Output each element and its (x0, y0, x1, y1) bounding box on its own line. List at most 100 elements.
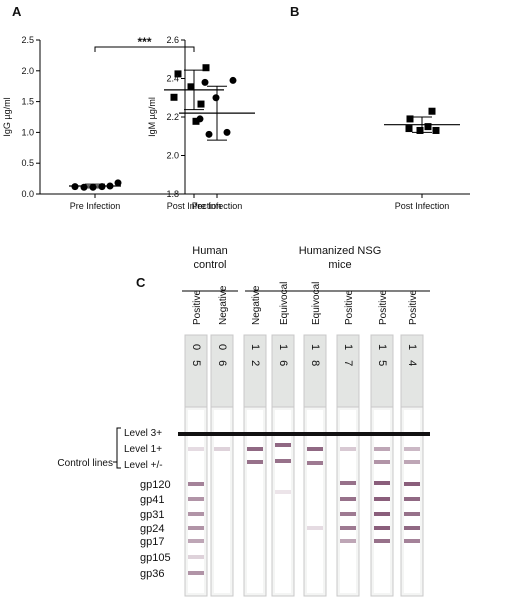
band (340, 497, 356, 501)
band (307, 526, 323, 530)
data-point (106, 182, 114, 190)
y-tick-label: 2.5 (21, 35, 34, 45)
y-tick-label: 1.0 (21, 127, 34, 137)
band (307, 461, 323, 465)
y-tick-label: 1.8 (166, 189, 179, 199)
y-axis-label: IgG µg/ml (2, 97, 12, 136)
lane-label: Equivocal (311, 282, 322, 325)
band (188, 497, 204, 501)
strip-pad (188, 410, 204, 593)
data-point (428, 107, 436, 115)
data-point (80, 183, 88, 191)
strip-pad (307, 410, 323, 593)
band (340, 447, 356, 451)
data-point (405, 125, 413, 133)
band (404, 539, 420, 543)
panel-label: C (136, 275, 146, 290)
x-tick-label: Pre Infection (192, 201, 243, 211)
strip-pad (404, 410, 420, 593)
strip-pad (214, 410, 230, 593)
y-tick-label: 2.4 (166, 74, 179, 84)
band-label: gp120 (140, 479, 171, 491)
band-label: gp41 (140, 494, 164, 506)
data-point (192, 117, 200, 125)
band (374, 447, 390, 451)
band (188, 526, 204, 530)
data-point (201, 78, 209, 86)
band (374, 481, 390, 485)
data-point (424, 123, 432, 131)
band (374, 539, 390, 543)
y-tick-label: 2.0 (166, 151, 179, 161)
band (404, 512, 420, 516)
x-tick-label: Post Infection (167, 201, 222, 211)
band (340, 512, 356, 516)
lane-label: Negative (218, 285, 229, 325)
data-point (432, 126, 440, 134)
lane-label: Positive (344, 290, 355, 325)
lane-label: Positive (408, 290, 419, 325)
band (247, 447, 263, 451)
band (404, 482, 420, 486)
lane-label: Positive (378, 290, 389, 325)
strip-number: 14 (406, 344, 418, 376)
data-point (89, 183, 97, 191)
strip-pad (275, 410, 291, 593)
level-label: Level +/- (124, 460, 163, 471)
y-tick-label: 2.6 (166, 35, 179, 45)
y-tick-label: 2.2 (166, 112, 179, 122)
strip-pad (374, 410, 390, 593)
data-point (170, 93, 178, 101)
band (188, 447, 204, 451)
data-point (223, 128, 231, 136)
band-label: gp24 (140, 523, 164, 535)
level-label: Level 3+ (124, 428, 162, 439)
y-tick-label: 0.5 (21, 158, 34, 168)
band (188, 571, 204, 575)
band (188, 539, 204, 543)
band (340, 539, 356, 543)
strip-pad (247, 410, 263, 593)
band (404, 447, 420, 451)
band-label: gp105 (140, 552, 171, 564)
band-label: gp31 (140, 509, 164, 521)
panel-label: A (12, 4, 22, 19)
band (340, 481, 356, 485)
band (374, 512, 390, 516)
band (188, 555, 204, 559)
data-point (406, 115, 414, 123)
control-line (178, 432, 430, 436)
data-point (212, 94, 220, 102)
data-point (205, 130, 213, 138)
lane-label: Equivocal (279, 282, 290, 325)
x-tick-label: Post Infection (395, 201, 450, 211)
band (275, 490, 291, 494)
band (404, 460, 420, 464)
y-tick-label: 1.5 (21, 97, 34, 107)
data-point (196, 115, 204, 123)
strip-number: 16 (277, 344, 289, 376)
lane-label: Negative (251, 285, 262, 325)
band (247, 460, 263, 464)
band (275, 443, 291, 447)
band (188, 482, 204, 486)
data-point (98, 183, 106, 191)
data-point (416, 126, 424, 134)
band (374, 460, 390, 464)
data-point (71, 183, 79, 191)
strip-pad (340, 410, 356, 593)
data-point (202, 64, 210, 72)
band (275, 459, 291, 463)
band (340, 526, 356, 530)
band (307, 447, 323, 451)
data-point (229, 76, 237, 84)
band-label: gp36 (140, 568, 164, 580)
strip-number: 15 (376, 344, 388, 376)
band (188, 512, 204, 516)
x-tick-label: Pre Infection (70, 201, 121, 211)
y-tick-label: 2.0 (21, 66, 34, 76)
band (404, 526, 420, 530)
strip-number: 05 (190, 344, 202, 376)
